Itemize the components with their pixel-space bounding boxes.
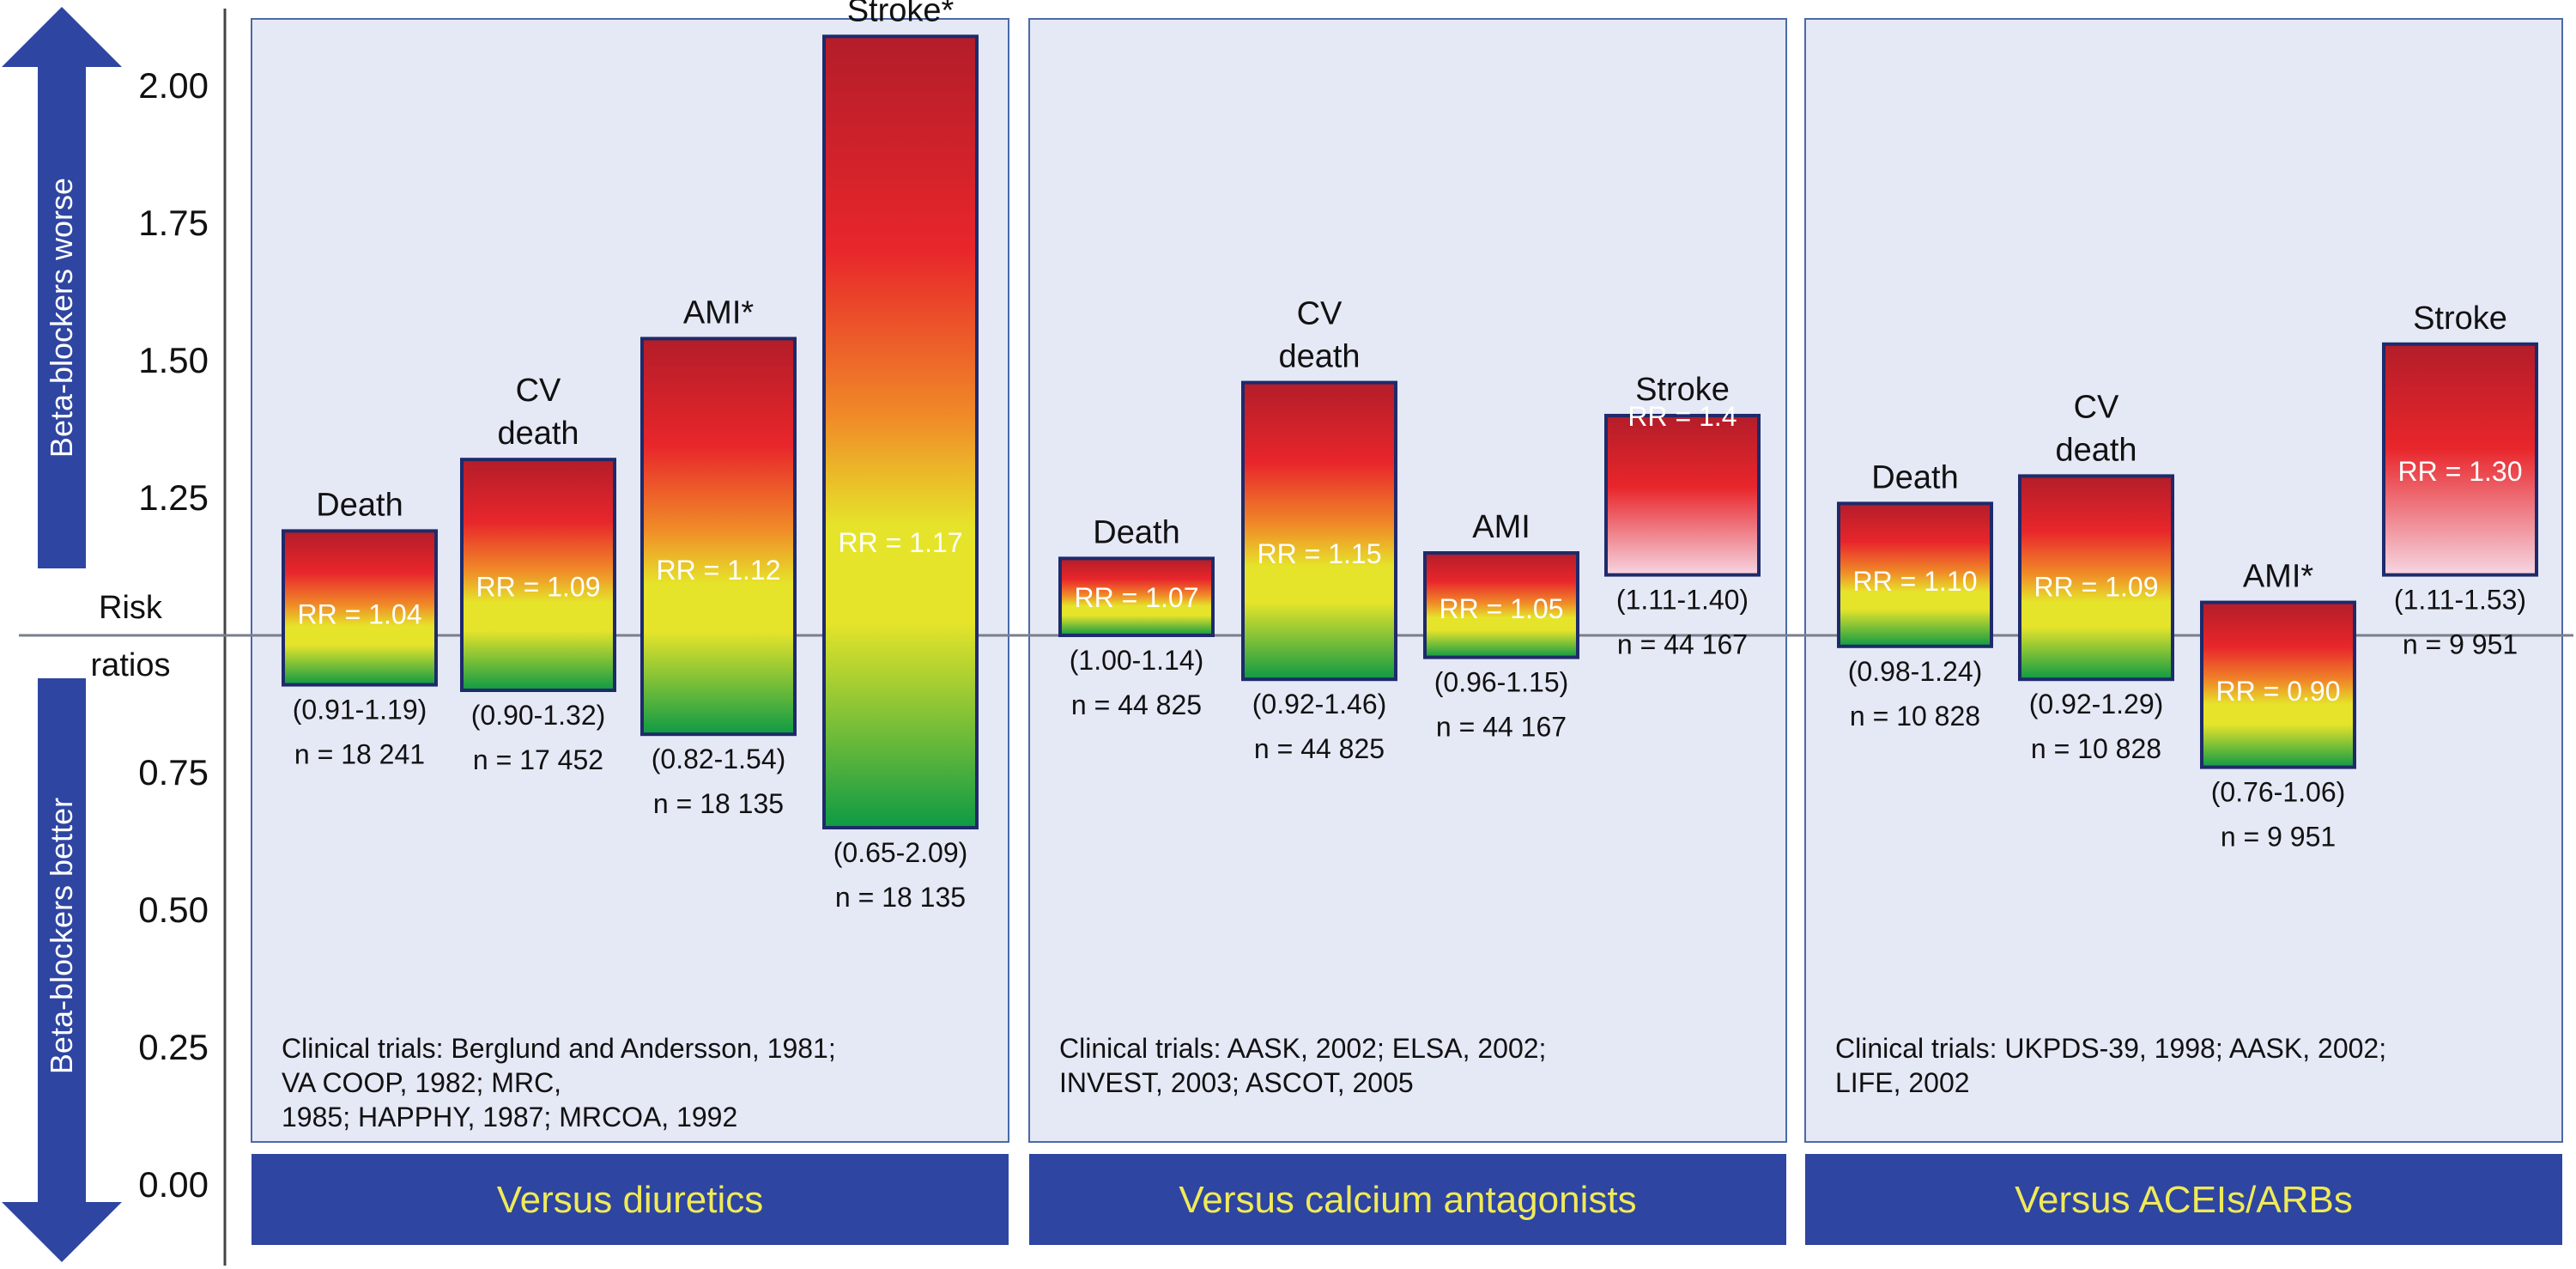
group-band: [1029, 1154, 1786, 1245]
ci-label: (0.92-1.46): [1252, 689, 1387, 720]
n-label: n = 44 167: [1617, 629, 1748, 660]
outcome-label: AMI*: [2243, 559, 2314, 595]
rr-label: RR = 1.05: [1440, 593, 1564, 624]
bar: [1423, 551, 1579, 659]
outcome-label: death: [2055, 432, 2137, 468]
bar: [460, 458, 616, 692]
arrow-up-icon: [2, 7, 122, 568]
group-name-label: Versus ACEIs/ARBs: [2015, 1179, 2353, 1221]
bar: [2018, 474, 2174, 682]
y-tick-label: 1.50: [138, 340, 209, 380]
labels-layer: Versus diuretics Clinical trials: Berglun…: [282, 0, 2526, 1221]
trials-text: VA COOP, 1982; MRC,: [282, 1067, 561, 1098]
bars-layer: [282, 34, 2538, 829]
rr-label: RR = 1.12: [657, 555, 781, 586]
n-label: n = 17 452: [473, 744, 603, 775]
n-label: n = 44 825: [1071, 689, 1202, 720]
n-label: n = 44 825: [1254, 733, 1385, 764]
bar: [2382, 342, 2538, 577]
outcome-label: CV: [2074, 389, 2119, 425]
group-band: [252, 1154, 1009, 1245]
rr-label: RR = 1.10: [1853, 566, 1978, 597]
baseline-label-ratios: ratios: [91, 647, 171, 683]
rr-label: RR = 1.09: [2034, 571, 2159, 602]
arrow-down-icon: [2, 678, 122, 1262]
rr-label: RR = 1.17: [839, 527, 963, 558]
ci-label: (0.76-1.06): [2211, 777, 2346, 808]
bar: [282, 529, 438, 687]
ci-label: (0.65-2.09): [833, 837, 968, 868]
trials-text: Clinical trials: AASK, 2002; ELSA, 2002;: [1059, 1033, 1546, 1064]
y-tick-label: 2.00: [138, 65, 209, 106]
y-tick-label: 0.25: [138, 1027, 209, 1067]
outcome-label: Death: [1093, 514, 1179, 550]
outcome-label: Stroke: [2413, 301, 2507, 337]
outcome-label: death: [497, 416, 579, 452]
n-label: n = 44 167: [1436, 712, 1567, 743]
ci-label: (0.82-1.54): [652, 744, 786, 774]
trials-text: Clinical trials: UKPDS-39, 1998; AASK, 2…: [1835, 1033, 2386, 1064]
outcome-label: Stroke*: [847, 0, 955, 28]
ci-label: (1.00-1.14): [1070, 645, 1204, 676]
n-label: n = 9 951: [2403, 629, 2518, 660]
outcome-label: death: [1278, 339, 1360, 375]
outcome-label: CV: [1297, 296, 1343, 332]
y-tick-label: 1.25: [138, 477, 209, 518]
trials-text: Clinical trials: Berglund and Andersson,…: [282, 1033, 836, 1064]
bar: [2200, 600, 2356, 769]
n-label: n = 18 135: [835, 882, 966, 913]
bar: [822, 34, 979, 829]
y-tick-label: 0.75: [138, 752, 209, 792]
ci-label: (0.92-1.29): [2029, 689, 2164, 720]
rr-label: RR = 1.04: [298, 598, 422, 629]
trials-text: 1985; HAPPHY, 1987; MRCOA, 1992: [282, 1102, 737, 1132]
rr-label: RR = 1.09: [476, 571, 601, 602]
y-axis: 2.00 1.75 1.50 1.25 0.75 0.50 0.25 0.00 Risk rati…: [91, 9, 227, 1266]
y-tick-label: 0.00: [138, 1164, 209, 1205]
outcome-label: AMI: [1472, 509, 1530, 545]
ci-label: (1.11-1.40): [1616, 585, 1749, 616]
y-tick-label: 0.50: [138, 890, 209, 930]
y-tick-label: 1.75: [138, 203, 209, 243]
ci-label: (0.91-1.19): [293, 695, 427, 726]
axis-arrows: Beta-blockers worse Beta-blockers better: [2, 7, 122, 1262]
trials-text: LIFE, 2002: [1835, 1067, 1970, 1098]
ci-label: (0.98-1.24): [1848, 656, 1983, 687]
ci-label: (1.11-1.53): [2394, 585, 2526, 616]
outcome-label: AMI*: [683, 294, 755, 331]
arrow-down-label: Beta-blockers better: [44, 798, 79, 1074]
arrow-up-label: Beta-blockers worse: [44, 178, 79, 458]
n-label: n = 18 135: [653, 788, 784, 819]
outcome-label: Death: [316, 487, 403, 523]
rr-label: RR = 1.07: [1075, 582, 1199, 613]
baseline-label-risk: Risk: [99, 590, 163, 626]
n-label: n = 9 951: [2221, 822, 2336, 853]
outcome-label: Stroke: [1635, 372, 1730, 408]
rr-label: RR = 1.15: [1258, 538, 1382, 569]
outcome-label: CV: [516, 373, 561, 409]
ci-label: (0.96-1.15): [1434, 667, 1569, 698]
n-label: n = 10 828: [2031, 733, 2161, 764]
bar: [1058, 556, 1215, 638]
bar: [1241, 380, 1397, 682]
rr-label: RR = 1.30: [2398, 456, 2523, 487]
rr-label: RR = 0.90: [2216, 676, 2341, 707]
group-name-label: Versus calcium antagonists: [1179, 1179, 1636, 1221]
n-label: n = 10 828: [1850, 701, 1980, 732]
group-name-label: Versus diuretics: [497, 1179, 764, 1221]
outcome-label: Death: [1871, 459, 1958, 495]
n-label: n = 18 241: [294, 739, 425, 770]
trials-text: INVEST, 2003; ASCOT, 2005: [1059, 1067, 1414, 1098]
group-band: [1805, 1154, 2562, 1245]
ci-label: (0.90-1.32): [471, 700, 606, 731]
rr-label: RR = 1.4: [1627, 401, 1737, 432]
bar: [1837, 501, 1993, 648]
bar: [1604, 414, 1761, 577]
bar: [640, 337, 797, 737]
